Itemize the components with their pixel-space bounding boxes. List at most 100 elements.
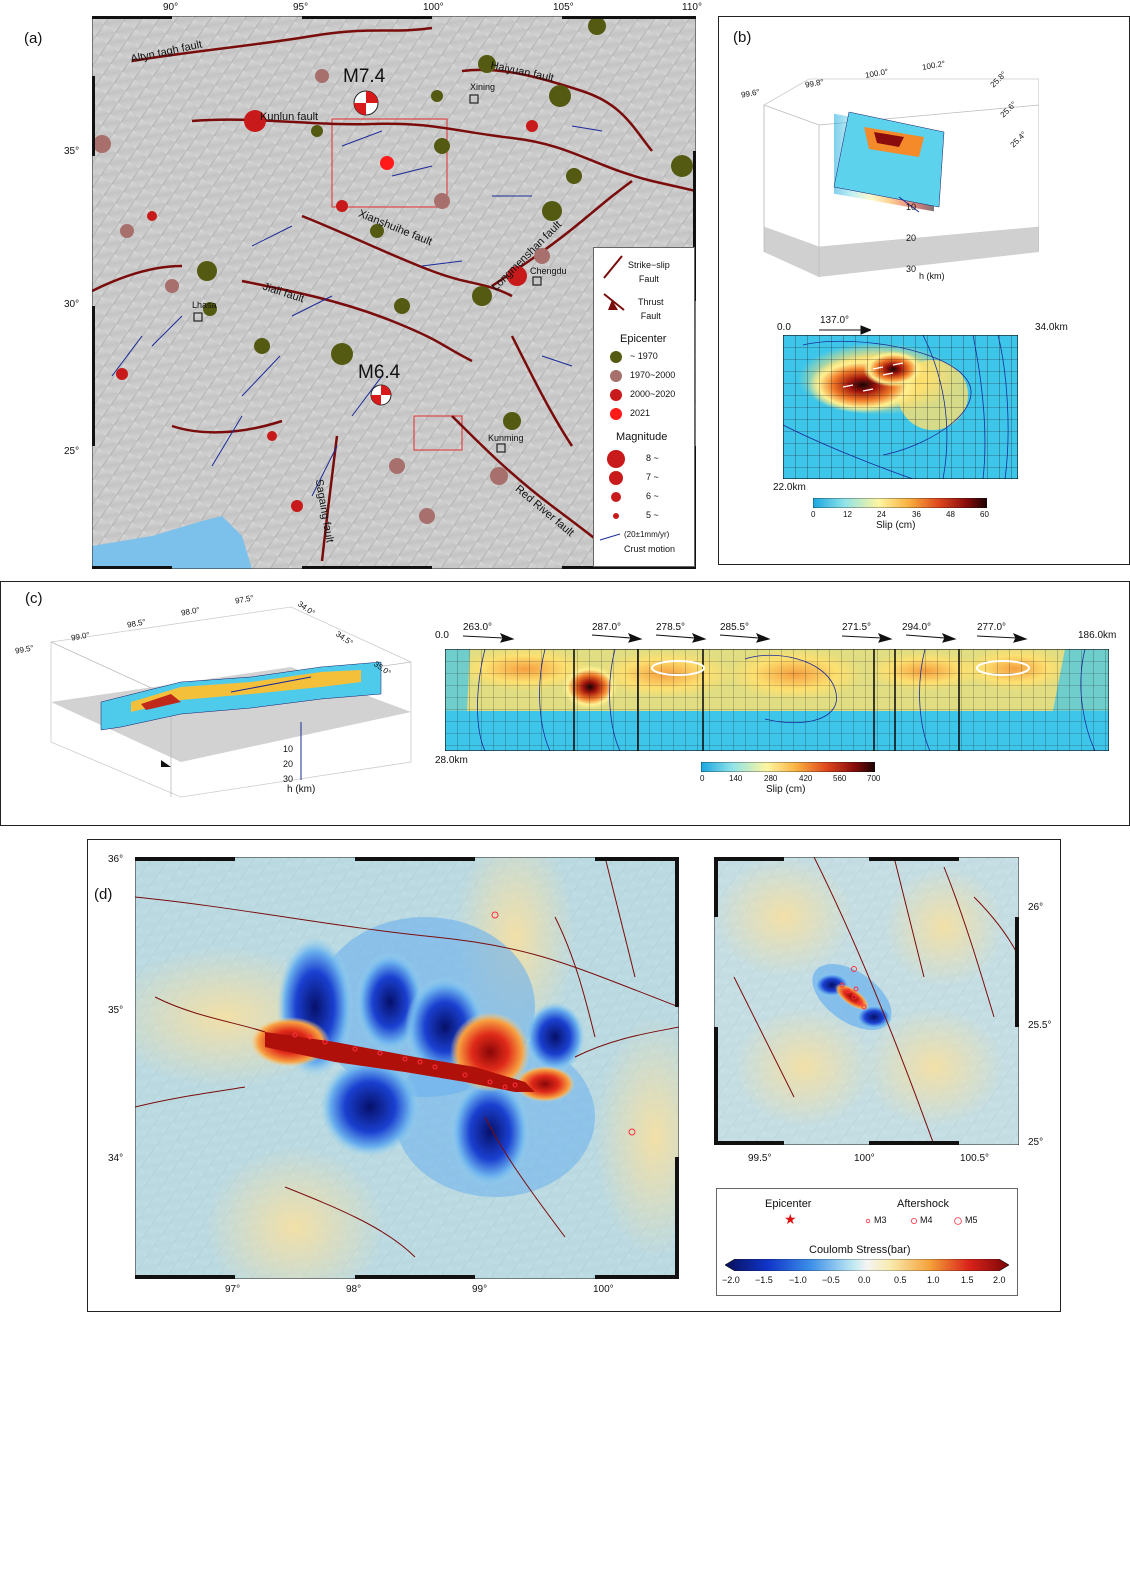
panel-b-depth-tick: 20 <box>906 233 917 243</box>
panel-d-lat-right: 26° <box>1028 902 1044 913</box>
panel-c-cbar-label: Slip (cm) <box>766 784 806 795</box>
panel-b-cbar-tick: 48 <box>946 510 955 519</box>
panel-a-lon-tick: 95° <box>293 2 309 13</box>
panel-c-strike: 277.0° <box>977 622 1007 633</box>
legend-cbar-tick: 0.5 <box>894 1275 907 1285</box>
panel-a-label: (a) <box>24 30 43 47</box>
panel-c-cbar-tick: 0 <box>700 774 705 783</box>
legend-cbar-tick: −1.5 <box>755 1275 773 1285</box>
panel-c-strike: 278.5° <box>656 622 686 633</box>
panel-d-lon-left: 100° <box>593 1284 614 1295</box>
panel-b-cbar-label: Slip (cm) <box>876 520 916 531</box>
legend-aftershock-label: Aftershock <box>897 1198 949 1210</box>
panel-c: (c) 99.5° 99.0° 98.5° 98.0° 97.5° 34.0° … <box>0 581 1130 826</box>
panel-c-depth-tick: 10 <box>283 744 294 754</box>
legend-cbar-tick: 2.0 <box>993 1275 1006 1285</box>
star-icon: ★ <box>784 1211 797 1227</box>
panel-d-cfs-map-left <box>135 857 679 1279</box>
panel-c-cbar-tick: 560 <box>833 774 847 783</box>
panel-c-cbar-tick: 700 <box>867 774 881 783</box>
panel-d-lat-left: 36° <box>108 854 124 865</box>
panel-c-width: 28.0km <box>435 755 468 766</box>
panel-d-colorbar <box>725 1259 1009 1271</box>
legend-cbar-tick: −2.0 <box>722 1275 740 1285</box>
legend-cbar-tick: 1.0 <box>927 1275 940 1285</box>
panel-c-cbar-tick: 140 <box>729 774 743 783</box>
legend-cbar-title: Coulomb Stress(bar) <box>809 1244 911 1256</box>
panel-d-lat-right: 25° <box>1028 1137 1044 1148</box>
panel-c-strike: 271.5° <box>842 622 872 633</box>
panel-b-cbar-tick: 24 <box>877 510 886 519</box>
panel-d: (d) <box>87 839 1061 1312</box>
panel-b-start: 0.0 <box>777 322 791 333</box>
focal-mechanism-m74 <box>353 90 379 116</box>
panel-c-strike: 263.0° <box>463 622 493 633</box>
panel-b-slip-map <box>783 335 1018 479</box>
panel-c-strike-arrows <box>462 633 1028 643</box>
legend-magnitude-title: Magnitude <box>616 431 668 443</box>
panel-a-lon-tick: 90° <box>163 2 179 13</box>
panel-c-cbar-tick: 420 <box>799 774 813 783</box>
panel-b-depth-tick: 30 <box>906 264 917 274</box>
legend-magnitude-item: 5 ~ <box>646 510 659 520</box>
panel-a-lat-tick: 30° <box>64 299 80 310</box>
panel-c-strike: 287.0° <box>592 622 622 633</box>
panel-a-lat-tick: 35° <box>64 146 80 157</box>
fault-label: Kunlun fault <box>260 111 319 123</box>
panel-c-depth-tick: 20 <box>283 759 294 769</box>
legend-magnitude-item: 8 ~ <box>646 453 659 463</box>
city-label: Lhasa <box>192 300 217 310</box>
legend-magnitude-item: 7 ~ <box>646 472 659 482</box>
panel-d-lat-left: 34° <box>108 1153 124 1164</box>
panel-c-start: 0.0 <box>435 630 449 641</box>
legend-strike-slip: Strike−slip Fault <box>628 260 670 284</box>
panel-d-lon-left: 98° <box>346 1284 362 1295</box>
panel-a-lon-tick: 105° <box>553 2 574 13</box>
legend-m3: M3 <box>874 1215 887 1225</box>
panel-d-lat-left: 35° <box>108 1005 124 1016</box>
panel-b-strike: 137.0° <box>820 315 850 326</box>
legend-epicenter-item: ~ 1970 <box>630 351 658 361</box>
panel-b-cbar-tick: 36 <box>912 510 921 519</box>
panel-b-depth-tick: 10 <box>906 202 917 212</box>
legend-m5: M5 <box>965 1215 978 1225</box>
legend-magnitude-item: 6 ~ <box>646 491 659 501</box>
panel-b-length: 34.0km <box>1035 322 1068 333</box>
panel-b-depth-label: h (km) <box>919 271 945 281</box>
legend-crust-label: Crust motion <box>624 544 676 554</box>
panel-d-label: (d) <box>94 886 113 903</box>
panel-b-cbar-tick: 0 <box>811 510 816 519</box>
panel-a: (a) <box>0 0 710 575</box>
legend-cbar-tick: −0.5 <box>822 1275 840 1285</box>
aftershock-markers <box>865 1217 962 1225</box>
event-label-m74: M7.4 <box>343 66 386 87</box>
city-label: Chengdu <box>530 266 567 276</box>
legend-cbar-tick: 1.5 <box>961 1275 974 1285</box>
legend-epicenter-item: 2000~2020 <box>630 389 676 399</box>
panel-d-cfs-map-right <box>714 857 1019 1145</box>
panel-b-box-lon: 100.2° <box>921 59 946 72</box>
panel-a-legend: Strike−slip Fault Thrust Fault Epicenter… <box>593 247 695 567</box>
panel-d-legend: Epicenter ★ Aftershock M3 M4 M5 Coulomb … <box>716 1188 1018 1296</box>
panel-b-3d-box <box>763 78 1039 277</box>
panel-b-colorbar <box>813 498 987 508</box>
legend-epicenter-item: 1970~2000 <box>630 370 676 380</box>
legend-cbar-tick: −1.0 <box>789 1275 807 1285</box>
legend-epicenter-label: Epicenter <box>765 1198 812 1210</box>
city-label: Xining <box>470 82 496 92</box>
panel-c-depth-label: h (km) <box>287 784 316 795</box>
panel-b-width: 22.0km <box>773 482 806 493</box>
panel-a-lat-tick: 25° <box>64 446 80 457</box>
panel-a-lon-tick: 110° <box>682 2 702 13</box>
legend-epicenter-item: 2021 <box>630 408 651 418</box>
panel-a-lon-tick: 100° <box>423 2 444 13</box>
panel-c-label: (c) <box>25 590 43 607</box>
panel-c-strike: 285.5° <box>720 622 750 633</box>
panel-c-length: 186.0km <box>1078 630 1117 641</box>
focal-mechanism-m64 <box>370 384 392 406</box>
legend-crust-rate: (20±1mm/yr) <box>624 530 670 539</box>
panel-b-cbar-tick: 60 <box>980 510 989 519</box>
panel-b-strike-arrow <box>819 325 871 335</box>
panel-d-lon-right: 100.5° <box>960 1153 990 1164</box>
legend-m4: M4 <box>920 1215 933 1225</box>
